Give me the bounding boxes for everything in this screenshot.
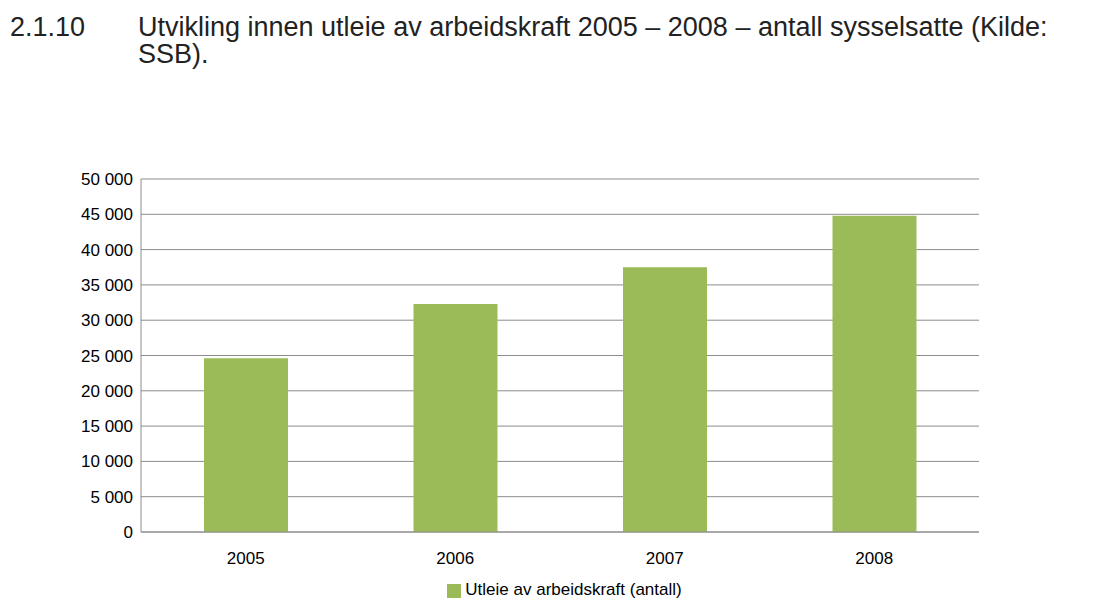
svg-text:35 000: 35 000 — [81, 276, 133, 295]
svg-text:10 000: 10 000 — [81, 452, 133, 471]
svg-text:15 000: 15 000 — [81, 417, 133, 436]
svg-text:30 000: 30 000 — [81, 311, 133, 330]
svg-text:2005: 2005 — [227, 549, 265, 568]
svg-text:40 000: 40 000 — [81, 241, 133, 260]
svg-text:50 000: 50 000 — [81, 170, 133, 189]
svg-text:45 000: 45 000 — [81, 205, 133, 224]
svg-text:0: 0 — [124, 523, 133, 542]
svg-text:25 000: 25 000 — [81, 347, 133, 366]
html-text:2.1.10: 2.1.10 — [10, 12, 86, 42]
svg-text:2007: 2007 — [646, 549, 684, 568]
svg-text:2008: 2008 — [855, 549, 893, 568]
svg-text:20 000: 20 000 — [81, 382, 133, 401]
svg-text:2006: 2006 — [436, 549, 474, 568]
svg-text:5 000: 5 000 — [90, 488, 133, 507]
html-text:Utvikling innen utleie av arbe: Utvikling innen utleie av arbeidskraft 2… — [138, 12, 1048, 69]
html-text:Utleie av arbeidskraft (antall: Utleie av arbeidskraft (antall) — [465, 580, 682, 599]
